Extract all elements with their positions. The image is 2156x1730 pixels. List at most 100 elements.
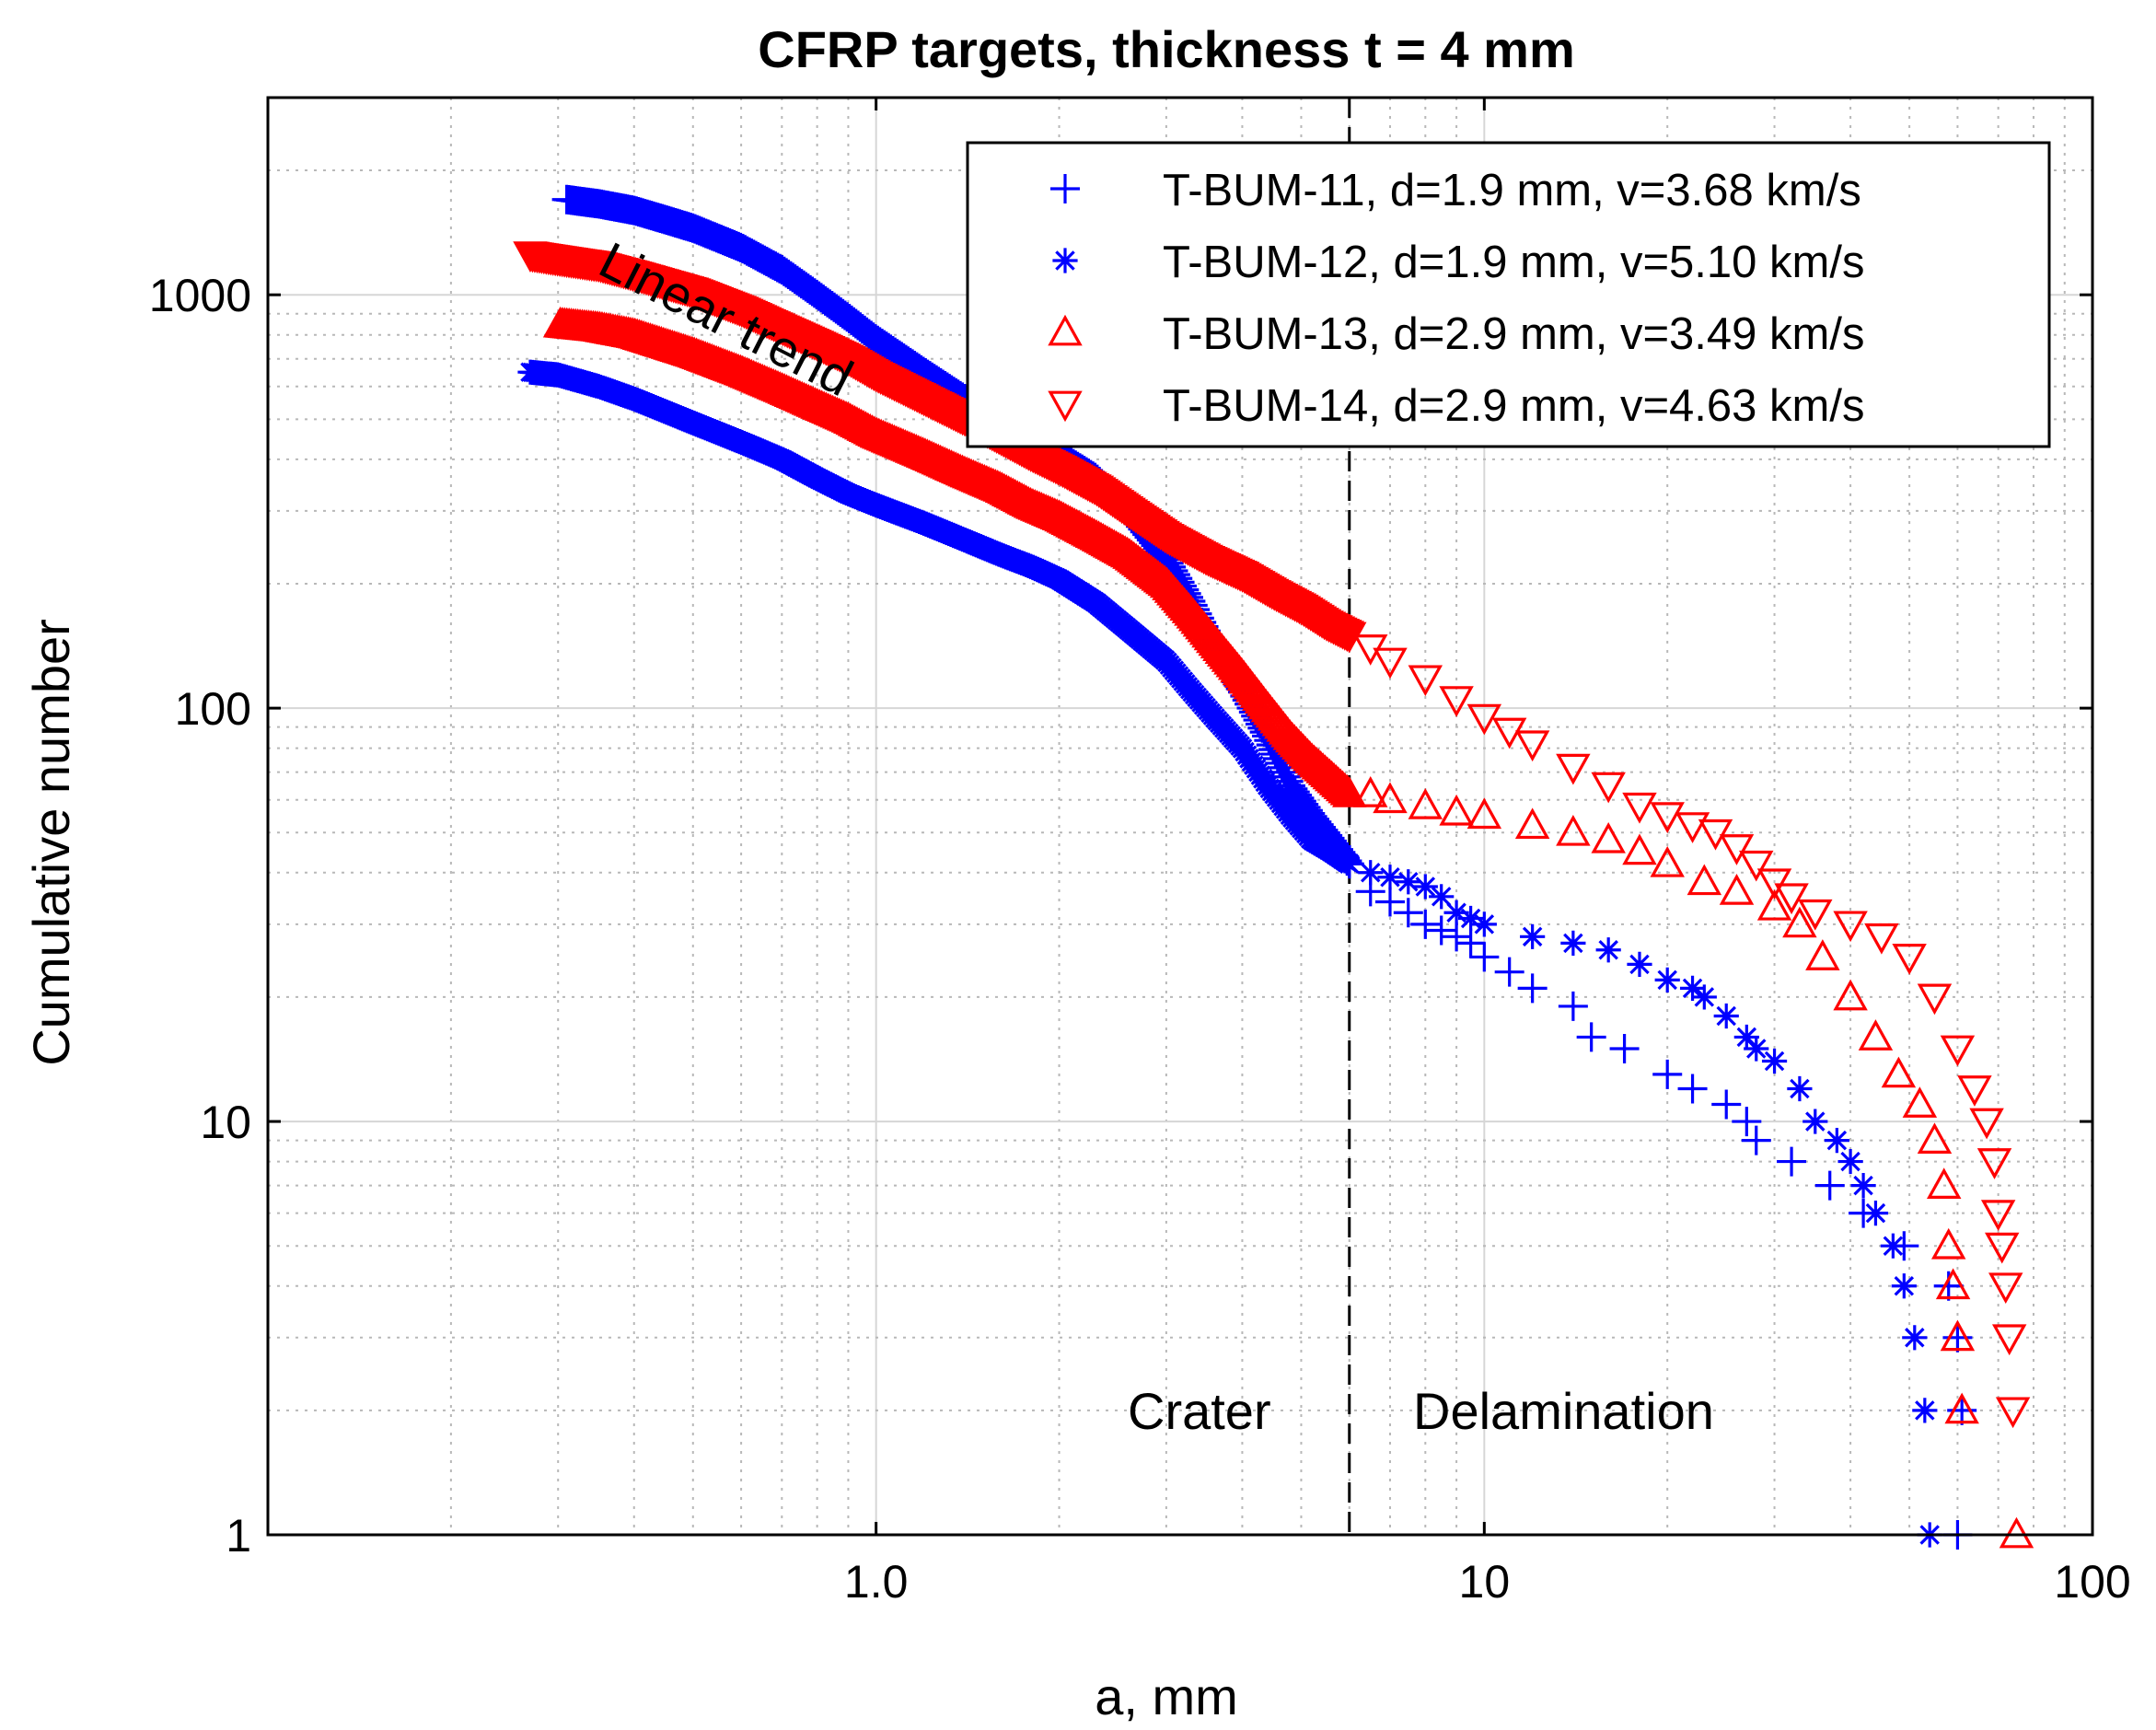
data-point	[1514, 807, 1550, 840]
data-point	[1833, 979, 1868, 1011]
data-point	[1980, 1200, 2016, 1231]
data-point	[1609, 1034, 1640, 1064]
data-point	[1560, 930, 1586, 957]
data-point	[1719, 874, 1755, 905]
legend-box	[966, 141, 2051, 448]
data-point	[1652, 1059, 1683, 1089]
data-point	[1466, 797, 1502, 830]
data-point	[1814, 1170, 1845, 1201]
data-point	[1880, 1233, 1906, 1259]
data-point	[1985, 1232, 2020, 1264]
data-point	[1687, 864, 1722, 896]
legend-marker-11	[1050, 174, 1080, 203]
legend-markers	[1048, 174, 1083, 423]
crater-annotation: Crater	[1128, 1382, 1271, 1440]
data-point	[1930, 1227, 1966, 1260]
data-point	[1471, 911, 1497, 937]
data-point	[1469, 942, 1500, 972]
data-point	[1412, 874, 1438, 900]
data-point	[1891, 1273, 1917, 1299]
data-point	[1455, 928, 1486, 958]
data-point	[1940, 1035, 1976, 1067]
data-point	[1377, 865, 1403, 890]
data-point	[1373, 782, 1408, 814]
data-point	[1944, 1392, 1979, 1424]
data-point	[1862, 1201, 1889, 1226]
data-point	[1558, 991, 1588, 1021]
data-point	[1711, 1089, 1742, 1120]
data-point	[1935, 1268, 1971, 1300]
data-point	[1520, 923, 1546, 949]
legend-label-t-bum-11: T-BUM-11, d=1.9 mm, v=3.68 km/s	[1163, 166, 1861, 215]
tick-labels: 1.0 10 100 1 10 100 1000	[149, 98, 2131, 1608]
legend-label-t-bum-14: T-BUM-14, d=2.9 mm, v=4.63 km/s	[1163, 381, 1864, 431]
data-point	[1439, 794, 1474, 826]
data-point	[1774, 883, 1809, 915]
data-point	[1902, 1086, 1938, 1118]
data-point	[1654, 967, 1680, 993]
data-point	[1713, 1003, 1739, 1029]
data-point	[1439, 686, 1474, 717]
data-point	[1443, 900, 1469, 925]
legend-label-t-bum-12: T-BUM-12, d=1.9 mm, v=5.10 km/s	[1163, 238, 1864, 287]
delamination-annotation: Delamination	[1413, 1382, 1714, 1440]
data-point	[1556, 814, 1591, 846]
y-axis-label: Cumulative number	[22, 619, 80, 1066]
data-point	[1777, 1146, 1807, 1177]
data-point	[1991, 1324, 2027, 1356]
x-tick-label: 1.0	[844, 1556, 909, 1608]
data-point	[1917, 1122, 1953, 1155]
data-point	[1741, 1125, 1771, 1155]
data-point	[1912, 1398, 1938, 1423]
data-point	[1675, 812, 1710, 843]
data-point	[1332, 776, 1367, 807]
data-point	[1782, 906, 1817, 938]
data-point	[1940, 1319, 1976, 1352]
series-12	[517, 359, 1942, 1548]
data-point	[1798, 899, 1833, 931]
data-point	[1591, 821, 1626, 853]
legend-marker-12	[1052, 248, 1078, 273]
data-point	[1353, 776, 1388, 807]
data-point	[1393, 898, 1423, 928]
data-point	[1622, 833, 1657, 865]
x-tick-label: 100	[2054, 1556, 2130, 1608]
data-point	[1337, 851, 1362, 877]
data-point	[1864, 923, 1899, 955]
data-point	[1396, 869, 1421, 895]
data-point	[1556, 753, 1591, 785]
series-14	[513, 241, 2031, 1429]
data-point	[1650, 802, 1685, 833]
data-point	[1881, 1056, 1917, 1088]
data-point	[1732, 1107, 1762, 1137]
data-point	[1739, 850, 1774, 882]
data-point	[1824, 1128, 1849, 1154]
data-point	[1458, 905, 1484, 932]
y-tick-label: 100	[175, 683, 251, 735]
data-point	[1408, 788, 1443, 819]
x-tick-label: 10	[1459, 1556, 1511, 1608]
data-point	[1494, 957, 1524, 987]
data-point	[1756, 868, 1792, 900]
data-point	[1719, 834, 1755, 865]
data-point	[1988, 1272, 2023, 1305]
data-point	[1622, 792, 1657, 824]
data-point	[1761, 1048, 1788, 1074]
data-point	[1374, 887, 1405, 917]
data-point	[1933, 1271, 1964, 1301]
data-point	[1805, 939, 1840, 970]
data-point	[1429, 884, 1455, 910]
data-point	[1917, 983, 1953, 1016]
data-point	[1858, 1019, 1894, 1051]
data-point	[1410, 909, 1441, 939]
data-point	[1850, 1173, 1876, 1199]
legend-marker-13	[1048, 314, 1083, 346]
chart-title: CFRP targets, thickness t = 4 mm	[758, 20, 1575, 78]
data-point	[1926, 1167, 1962, 1200]
y-tick-label: 1000	[149, 270, 251, 321]
data-point	[1595, 937, 1621, 963]
data-point	[1837, 1148, 1863, 1175]
y-tick-label: 1	[226, 1510, 251, 1562]
axes-box	[266, 96, 2094, 1537]
